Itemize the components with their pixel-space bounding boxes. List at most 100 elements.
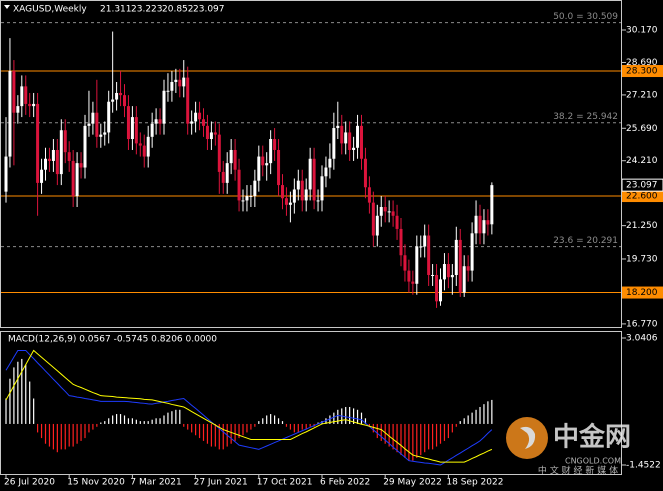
macd-histogram-bar — [467, 415, 469, 424]
level-label: 22.600 — [626, 192, 658, 202]
candle-body — [273, 139, 277, 150]
macd-histogram-bar — [262, 418, 264, 424]
candle-body — [466, 266, 470, 271]
macd-histogram-bar — [64, 423, 66, 450]
candle-body — [288, 202, 292, 205]
macd-histogram-bar — [202, 423, 205, 441]
candle-body — [383, 207, 387, 212]
candle-body — [36, 103, 40, 183]
macd-histogram-bar — [210, 423, 212, 447]
candle-body — [265, 163, 269, 166]
macd-histogram-bar — [68, 423, 70, 447]
macd-histogram-bar — [151, 419, 153, 424]
candle-body — [12, 71, 16, 113]
y-tick-label: 16.770 — [626, 319, 658, 329]
macd-histogram-bar — [372, 423, 374, 433]
header-open: 21.311 — [100, 5, 132, 15]
candle-body — [352, 147, 356, 150]
candle-body — [126, 106, 130, 140]
macd-histogram-bar — [333, 412, 335, 424]
candle-body — [154, 119, 158, 124]
candle-body — [411, 281, 415, 284]
candle-body — [431, 274, 435, 276]
macd-histogram-bar — [116, 414, 118, 424]
candle-body — [182, 77, 186, 87]
level-label-box — [622, 65, 663, 78]
candle-body — [423, 235, 427, 247]
candle-body — [435, 274, 439, 302]
watermark: 中金网 CNGOLD.COM 中 文 财 经 新 媒 体 — [506, 417, 631, 477]
macd-histogram-bar — [127, 418, 130, 424]
candle-body — [442, 264, 446, 280]
macd-histogram-bar — [451, 423, 453, 433]
macd-histogram-bar — [119, 414, 122, 424]
candle-body — [8, 71, 12, 157]
macd-histogram-bar — [293, 423, 295, 433]
macd-histogram-bar — [392, 423, 394, 450]
candle-body — [134, 117, 138, 144]
candle-body — [277, 149, 281, 186]
macd-histogram-bar — [424, 423, 426, 453]
macd-histogram-bar — [96, 423, 98, 427]
macd-histogram-bar — [88, 423, 90, 433]
macd-histogram-bar — [349, 406, 351, 424]
candle-body — [316, 200, 320, 202]
macd-histogram-bar — [72, 423, 74, 447]
candle-body — [482, 220, 486, 234]
macd-histogram-bar — [175, 409, 177, 424]
price-label: 23.097 — [626, 181, 658, 191]
level-label-box — [622, 190, 663, 203]
candle-body — [462, 266, 466, 293]
price-panel: 30.170 28.690 27.210 25.690 24.210 21.250 19.7… — [1, 12, 663, 488]
macd-histogram-bar — [76, 423, 78, 444]
candle-body — [399, 228, 403, 256]
macd-histogram-bar — [167, 412, 169, 424]
candle-body — [79, 163, 83, 168]
candle-body — [446, 264, 450, 278]
macd-histogram-bar — [246, 423, 248, 433]
macd-histogram-bar — [179, 409, 181, 424]
macd-histogram-bar — [388, 423, 390, 447]
candle-body — [162, 90, 166, 124]
macd-histogram-bar — [135, 419, 137, 424]
level-label: 18.200 — [626, 288, 658, 298]
candle-body — [407, 270, 411, 282]
macd-histogram-bar — [155, 418, 157, 424]
candle-body — [99, 134, 103, 137]
macd-histogram-bar — [52, 423, 54, 450]
candle-body — [174, 79, 178, 82]
candle-body — [348, 132, 352, 150]
candle-body — [32, 103, 36, 107]
candle-body — [486, 220, 490, 225]
candle-body — [221, 171, 225, 183]
macd-histogram-bar — [218, 423, 220, 450]
macd-histogram-bar — [195, 423, 197, 436]
candle-body — [367, 187, 371, 203]
candle-body — [186, 77, 190, 124]
candle-body — [130, 117, 134, 140]
header-high: 23.223 — [131, 5, 163, 15]
watermark-logo: 中金网 — [553, 422, 631, 453]
macd-histogram-bar — [123, 415, 126, 424]
x-tick-label: 15 Nov 2020 — [67, 478, 125, 488]
candle-body — [344, 132, 348, 144]
level-label-box — [622, 286, 663, 299]
macd-frame — [0, 331, 622, 475]
macd-histogram-bar — [9, 378, 11, 424]
macd-histogram-bar — [191, 423, 193, 433]
y-tick-label: 28.690 — [626, 58, 658, 68]
candle-body — [415, 246, 419, 284]
y-tick-label: 30.170 — [626, 26, 658, 36]
candle-body — [178, 79, 182, 87]
macd-histogram-bar — [254, 423, 256, 427]
macd-histogram-bar — [345, 406, 347, 424]
candle-body — [138, 143, 142, 146]
macd-histogram-bar — [301, 423, 303, 430]
macd-histogram-bar — [317, 422, 319, 424]
candle-body — [150, 123, 154, 137]
candle-body — [146, 136, 150, 157]
macd-histogram-bar — [258, 421, 260, 424]
macd-histogram-bar — [420, 423, 422, 456]
candle-body — [281, 185, 284, 199]
